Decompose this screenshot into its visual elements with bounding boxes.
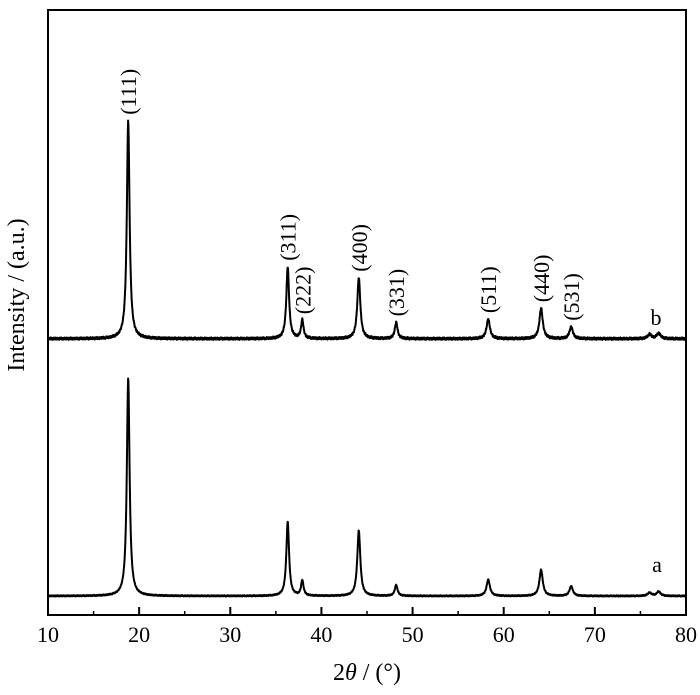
series-layer — [47, 119, 687, 598]
series-label-a: a — [652, 552, 662, 577]
peak-label: (511) — [476, 266, 501, 313]
peak-label: (331) — [384, 269, 409, 317]
x-tick-label: 80 — [675, 622, 697, 647]
y-axis-title: Intensity / (a.u.) — [4, 218, 30, 371]
x-ticks: 10 20 30 40 50 60 70 80 — [37, 607, 697, 647]
series-label-b: b — [651, 305, 662, 330]
peak-label: (440) — [529, 255, 554, 303]
x-tick-label: 70 — [584, 622, 606, 647]
plot-frame — [47, 9, 687, 616]
peak-label: (531) — [559, 273, 584, 321]
series-labels: ab — [651, 305, 663, 577]
x-tick-label: 10 — [37, 622, 59, 647]
x-tick-label: 30 — [219, 622, 241, 647]
x-axis-title: 2θ / (°) — [333, 660, 401, 686]
series-line-b — [47, 119, 687, 341]
peak-label: (400) — [347, 224, 372, 272]
x-tick-label: 40 — [310, 622, 332, 647]
peak-label: (222) — [290, 267, 315, 315]
peak-labels: (111) (311) (222) (400) (331) (511) (440) (531) — [116, 69, 584, 321]
x-tick-label: 60 — [493, 622, 515, 647]
peak-label: (111) — [116, 69, 141, 115]
series-line-a — [47, 377, 687, 598]
x-tick-label: 20 — [128, 622, 150, 647]
peak-label: (311) — [276, 214, 301, 261]
x-tick-label: 50 — [402, 622, 424, 647]
